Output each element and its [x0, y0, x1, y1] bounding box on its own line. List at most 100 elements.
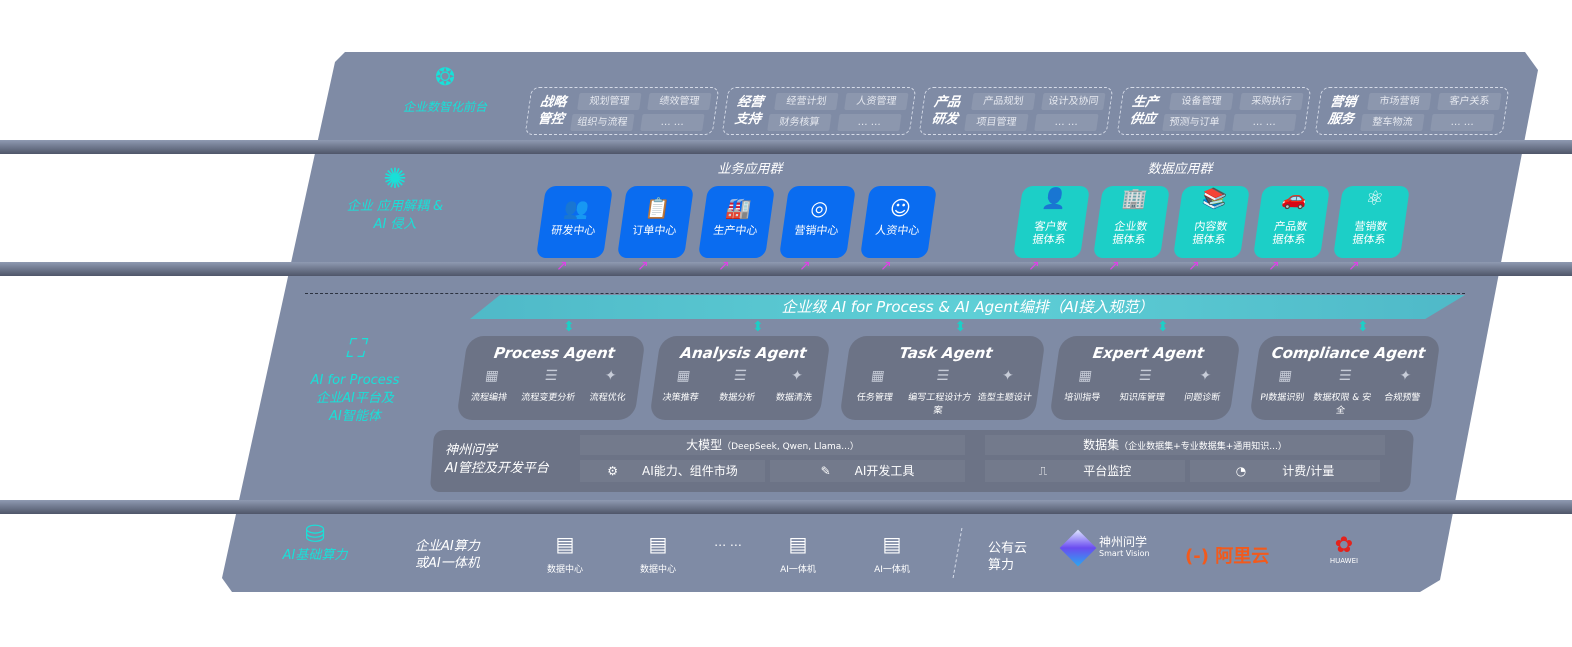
frontend-group: 生产供应 设备管理 采购执行 预测与订单… … — [1116, 87, 1312, 135]
platform-monitor[interactable]: ⎍ 平台监控 — [985, 460, 1185, 482]
agent-capability[interactable]: ▦ 决策推荐 — [652, 368, 713, 403]
agent-capability[interactable]: ☰ 数据权限 & 安全 — [1310, 368, 1376, 416]
business-app[interactable]: ☺ 人资中心 — [859, 186, 938, 258]
frontend-item[interactable]: 财务核算 — [767, 114, 832, 131]
capability-icon: ✦ — [789, 368, 804, 384]
component-market[interactable]: ⚙ AI能力、组件市场 — [580, 460, 765, 482]
agent-capability[interactable]: ▦ PI数据识别 — [1250, 368, 1316, 416]
dev-tools[interactable]: ✎ AI开发工具 — [770, 460, 965, 482]
business-apps-title: 业务应用群 — [717, 162, 783, 177]
billing[interactable]: ◔ 计费/计量 — [1190, 460, 1380, 482]
business-app[interactable]: 📋 订单中心 — [616, 186, 695, 258]
layer-divider — [0, 500, 1572, 514]
server: ▤ 数据中心 — [628, 532, 688, 575]
monitor-icon: ⎍ — [1038, 464, 1048, 478]
frontend-group: 产品研发 产品规划 设计及协同 项目管理… … — [918, 87, 1114, 135]
data-app[interactable]: ⚛ 营销数据体系 — [1332, 186, 1411, 258]
data-app[interactable]: 🏢 企业数据体系 — [1092, 186, 1171, 258]
frontend-item[interactable]: 客户关系 — [1437, 93, 1502, 110]
frontend-group: 战略管控 规划管理 绩效管理 组织与流程… … — [524, 87, 720, 135]
agent-capability[interactable]: ▦ 流程编排 — [459, 368, 523, 403]
down-arrow-icon: ⬍ — [563, 319, 575, 335]
business-app[interactable]: 👥 研发中心 — [535, 186, 614, 258]
frontend-item[interactable]: 绩效管理 — [647, 93, 712, 110]
agent-capability[interactable]: ✦ 问题诊断 — [1172, 368, 1236, 403]
agent-capability[interactable]: ☰ 知识库管理 — [1112, 368, 1176, 403]
agent-capability[interactable]: ▦ 任务管理 — [840, 368, 911, 416]
frontend-group: 营销服务 市场营销 客户关系 整车物流… … — [1314, 87, 1510, 135]
data-app[interactable]: 🚗 产品数据体系 — [1252, 186, 1331, 258]
magenta-arrow-icon: ↗ — [880, 258, 892, 274]
agent-card[interactable]: Compliance Agent ▦ PI数据识别 ☰ 数据权限 & 安全 ✦ 合规预警 — [1249, 336, 1441, 420]
team-icon: 👥 — [562, 196, 591, 220]
frontend-item[interactable]: 经营计划 — [774, 93, 839, 110]
dev-tool-icon: ✎ — [820, 464, 831, 478]
huawei-flower-icon: ✿ — [1334, 533, 1354, 558]
magenta-arrow-icon: ↗ — [1188, 258, 1200, 274]
frontend-item[interactable]: 采购执行 — [1239, 93, 1304, 110]
frontend-item[interactable]: … … — [837, 114, 902, 131]
agent-card[interactable]: Analysis Agent ▦ 决策推荐 ☰ 数据分析 ✦ 数据清洗 — [649, 336, 831, 420]
agent-capability[interactable]: ☰ 编写工程设计方案 — [905, 368, 976, 416]
business-app[interactable]: ◎ 营销中心 — [778, 186, 857, 258]
dashed-divider — [305, 293, 1465, 294]
aliyun-logo: (-) 阿里云 — [1185, 546, 1270, 567]
frontend-item[interactable]: 项目管理 — [964, 114, 1029, 131]
molecule-icon: ✺ — [383, 162, 407, 195]
compute-layer-label: ⛁ AI基础算力 — [270, 520, 360, 565]
business-app[interactable]: 🏭 生产中心 — [697, 186, 776, 258]
agent-capability[interactable]: ✦ 流程优化 — [577, 368, 641, 403]
frontend-item[interactable]: 设计及协同 — [1041, 93, 1106, 110]
clipboard-icon: 📋 — [643, 196, 672, 220]
agent-capability[interactable]: ☰ 数据分析 — [708, 368, 769, 403]
frontend-item[interactable]: 预测与订单 — [1162, 114, 1227, 131]
database-icon: ⛁ — [304, 520, 326, 548]
frontend-item[interactable]: 产品规划 — [971, 93, 1036, 110]
magenta-arrow-icon: ↗ — [637, 258, 649, 274]
llm-header: 大模型（DeepSeek, Qwen, Llama...） — [580, 435, 965, 455]
frontend-item[interactable]: … … — [640, 114, 705, 131]
capability-icon: ✦ — [1000, 368, 1015, 384]
agent-capability[interactable]: ☰ 流程变更分析 — [518, 368, 582, 403]
frontend-item[interactable]: 设备管理 — [1169, 93, 1234, 110]
capability-icon: ☰ — [1137, 368, 1153, 384]
enterprise-compute-label: 企业AI算力 或AI一体机 — [415, 539, 480, 571]
frontend-item[interactable]: … … — [1232, 114, 1297, 131]
magenta-arrow-icon: ↗ — [556, 258, 568, 274]
platform-name: 神州问学 AI管控及开发平台 — [445, 443, 549, 476]
magenta-arrow-icon: ↗ — [718, 258, 730, 274]
magenta-arrow-icon: ↗ — [1028, 258, 1040, 274]
agent-card[interactable]: Expert Agent ▦ 培训指导 ☰ 知识库管理 ✦ 问题诊断 — [1049, 336, 1241, 420]
frontend-layer-label: ❂ 企业数智化前台 — [400, 65, 490, 116]
down-arrow-icon: ⬍ — [752, 319, 764, 335]
agent-card[interactable]: Process Agent ▦ 流程编排 ☰ 流程变更分析 ✦ 流程优化 — [456, 336, 646, 420]
agent-card[interactable]: Task Agent ▦ 任务管理 ☰ 编写工程设计方案 ✦ 造型主题设计 — [839, 336, 1046, 420]
magenta-arrow-icon: ↗ — [1268, 258, 1280, 274]
agent-capability[interactable]: ✦ 合规预警 — [1370, 368, 1436, 416]
target-icon: ◎ — [809, 196, 830, 220]
frontend-item[interactable]: 整车物流 — [1360, 114, 1425, 131]
capability-icon: ☰ — [543, 368, 559, 384]
agent-capability[interactable]: ✦ 数据清洗 — [765, 368, 826, 403]
frontend-item[interactable]: 人资管理 — [844, 93, 909, 110]
frontend-item[interactable]: 市场营销 — [1367, 93, 1432, 110]
frontend-item[interactable]: … … — [1430, 114, 1495, 131]
frontend-item[interactable]: 组织与流程 — [570, 114, 635, 131]
car-icon: 🚗 — [1280, 186, 1310, 210]
layer-divider — [0, 140, 1572, 154]
data-app[interactable]: 📚 内容数据体系 — [1172, 186, 1251, 258]
agent-capability[interactable]: ▦ 培训指导 — [1052, 368, 1116, 403]
down-arrow-icon: ⬍ — [954, 319, 967, 335]
capability-icon: ▦ — [1277, 368, 1294, 384]
agent-capability[interactable]: ✦ 造型主题设计 — [970, 368, 1041, 416]
capability-icon: ▦ — [675, 368, 692, 384]
apps-layer-label: ✺ 企业 应用解耦 & AI 侵入 — [340, 162, 450, 234]
data-app[interactable]: 👤 客户数据体系 — [1012, 186, 1091, 258]
books-icon: 📚 — [1200, 186, 1230, 210]
frontend-item[interactable]: 规划管理 — [577, 93, 642, 110]
data-apps-title: 数据应用群 — [1147, 162, 1213, 177]
capability-icon: ☰ — [935, 368, 951, 384]
factory-icon: 🏭 — [724, 196, 753, 220]
layer-divider — [0, 262, 1572, 276]
frontend-item[interactable]: … … — [1034, 114, 1099, 131]
